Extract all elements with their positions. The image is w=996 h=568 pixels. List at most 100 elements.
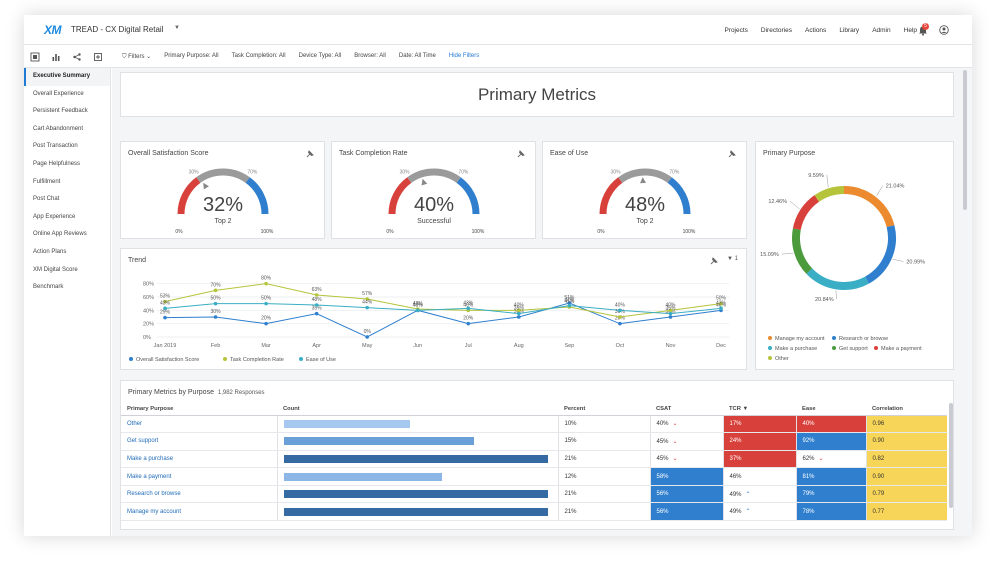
col-count[interactable]: Count	[277, 403, 558, 416]
cell-purpose[interactable]: Research or browse	[121, 485, 277, 504]
trend-point[interactable]	[668, 311, 673, 316]
sidebar-item-app-experience[interactable]: App Experience	[33, 213, 76, 220]
sidebar-item-cart-abandonment[interactable]: Cart Abandonment	[33, 125, 84, 132]
nav-admin[interactable]: Admin	[872, 27, 891, 34]
count-bar[interactable]	[283, 437, 474, 446]
sidebar-item-online-app-reviews[interactable]: Online App Reviews	[33, 231, 87, 238]
trend-point[interactable]	[264, 321, 268, 326]
count-bar[interactable]	[283, 419, 411, 428]
chart-view-icon[interactable]	[51, 52, 61, 62]
table-row[interactable]: Research or browse 21% 56% 49% ⌃ 79% 0.79	[121, 485, 947, 504]
sidebar-item-benchmark[interactable]: Benchmark	[33, 284, 64, 291]
filter-primary-purpose[interactable]: Primary Purpose: All	[164, 53, 219, 59]
trend-point[interactable]	[365, 305, 369, 310]
trend-point[interactable]	[163, 315, 167, 320]
filter-toggle[interactable]: ⛉ Filters ⌄	[122, 54, 152, 60]
donut-slice[interactable]	[814, 186, 845, 202]
cell-purpose[interactable]: Other	[121, 415, 277, 434]
legend-label[interactable]: Manage my account	[775, 336, 825, 342]
filter-device-type[interactable]: Device Type: All	[298, 53, 342, 59]
trend-point[interactable]	[618, 321, 622, 326]
trend-point[interactable]	[415, 308, 420, 313]
trend-point[interactable]	[517, 308, 521, 313]
sidebar-item-post-chat[interactable]: Post Chat	[33, 196, 60, 203]
trend-point[interactable]	[264, 301, 268, 306]
trend-point[interactable]	[567, 301, 572, 305]
nav-projects[interactable]: Projects	[724, 27, 748, 34]
pin-icon[interactable]	[517, 150, 525, 158]
donut-slice[interactable]	[792, 195, 820, 231]
xm-logo[interactable]: XM	[44, 23, 62, 37]
filter-browser[interactable]: Browser: All	[354, 53, 386, 59]
col-tcr[interactable]: TCR ▼	[723, 403, 796, 416]
sidebar-item-fulfillment[interactable]: Fulfillment	[33, 178, 61, 185]
trend-point[interactable]	[517, 315, 521, 319]
user-icon[interactable]	[939, 25, 949, 35]
trend-point[interactable]	[466, 306, 471, 311]
trend-point[interactable]	[618, 315, 622, 319]
legend-label[interactable]: Overall Satisfaction Score	[136, 357, 199, 363]
chevron-down-icon[interactable]: ▼	[174, 25, 180, 31]
table-row[interactable]: Make a payment 12% 58% 46% 81% 0.90	[121, 467, 947, 486]
table-row[interactable]: Get support 15% 45% ⌄ 24% 92% 0.90	[121, 432, 947, 451]
cell-purpose[interactable]: Manage my account	[121, 502, 277, 522]
trend-point[interactable]	[314, 293, 319, 297]
pin-icon[interactable]	[728, 150, 736, 158]
table-scrollbar[interactable]	[949, 403, 953, 508]
trend-point[interactable]	[213, 315, 218, 319]
nav-library[interactable]: Library	[839, 27, 860, 34]
col-ease[interactable]: Ease	[796, 403, 866, 416]
table-row[interactable]: Manage my account 21% 56% 49% ⌃ 78% 0.77	[121, 502, 947, 522]
cell-purpose[interactable]: Get support	[121, 432, 277, 451]
filter-task-completion[interactable]: Task Completion: All	[231, 53, 286, 59]
trend-point[interactable]	[618, 308, 622, 313]
sidebar-item-action-plans[interactable]: Action Plans	[33, 248, 67, 255]
col-csat[interactable]: CSAT	[650, 403, 723, 416]
donut-slice[interactable]	[806, 268, 869, 290]
sidebar-item-overall-experience[interactable]: Overall Experience	[33, 90, 84, 97]
nav-directories[interactable]: Directories	[760, 27, 792, 34]
col-percent[interactable]: Percent	[558, 403, 650, 416]
count-bar[interactable]	[283, 454, 548, 463]
legend-label[interactable]: Task Completion Rate	[230, 357, 284, 363]
trend-point[interactable]	[163, 299, 167, 304]
col-primary-purpose[interactable]: Primary Purpose	[121, 403, 277, 416]
sidebar-item-post-transaction[interactable]: Post Transaction	[33, 143, 78, 150]
trend-point[interactable]	[719, 306, 723, 311]
trend-point[interactable]	[567, 303, 572, 308]
filter-date[interactable]: Date: All Time	[398, 53, 436, 59]
donut-slice[interactable]	[792, 228, 813, 274]
col-correlation[interactable]: Correlation	[866, 403, 947, 416]
legend-label[interactable]: Make a payment	[881, 346, 922, 352]
count-bar[interactable]	[283, 490, 548, 499]
legend-label[interactable]: Get support	[839, 346, 868, 352]
legend-label[interactable]: Ease of Use	[306, 357, 336, 363]
trend-point[interactable]	[365, 297, 369, 301]
table-row[interactable]: Make a purchase 21% 45% ⌄ 37% 62% ⌄ 0.82	[121, 450, 947, 469]
sidebar-item-executive-summary[interactable]: Executive Summary	[24, 68, 110, 86]
legend-label[interactable]: Other	[775, 356, 789, 362]
sidebar-item-persistent-feedback[interactable]: Persistent Feedback	[33, 108, 88, 115]
trend-point[interactable]	[314, 311, 319, 316]
grid-view-icon[interactable]	[30, 52, 40, 62]
count-bar[interactable]	[283, 472, 442, 481]
project-title[interactable]: TREAD - CX Digital Retail	[71, 25, 164, 34]
share-icon[interactable]	[72, 52, 82, 62]
trend-point[interactable]	[668, 315, 673, 319]
sidebar-item-xm-digital-score[interactable]: XM Digital Score	[33, 266, 78, 273]
sidebar-item-page-helpfulness[interactable]: Page Helpfulness	[33, 160, 81, 167]
trend-point[interactable]	[517, 311, 521, 316]
donut-slice[interactable]	[843, 186, 895, 228]
trend-point[interactable]	[264, 281, 268, 286]
legend-label[interactable]: Research or browse	[839, 336, 888, 342]
donut-slice[interactable]	[864, 225, 896, 284]
pin-icon[interactable]	[710, 257, 718, 265]
trend-point[interactable]	[365, 335, 369, 339]
trend-point[interactable]	[314, 303, 319, 307]
trend-point[interactable]	[213, 301, 218, 306]
main-scrollbar[interactable]	[963, 70, 967, 210]
hide-filters-link[interactable]: Hide Filters	[448, 53, 480, 59]
nav-help[interactable]: Help	[903, 27, 917, 34]
legend-label[interactable]: Make a purchase	[775, 346, 817, 352]
export-icon[interactable]	[93, 52, 103, 62]
